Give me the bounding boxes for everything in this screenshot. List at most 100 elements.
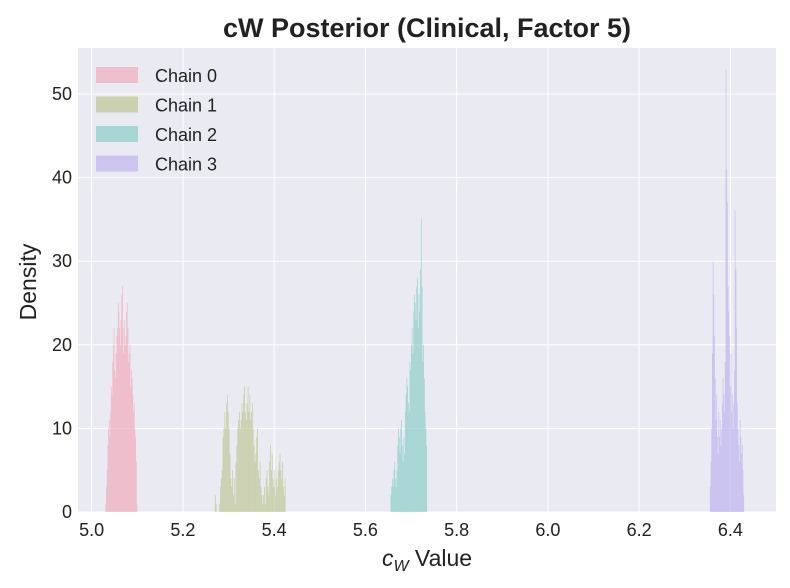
histogram-bar	[121, 294, 123, 512]
histogram-bar	[271, 453, 273, 512]
histogram-bar	[125, 336, 127, 512]
legend-swatch	[96, 126, 138, 142]
histogram-bar	[268, 495, 270, 512]
series-chain-3	[709, 68, 745, 512]
histogram-bar	[226, 394, 228, 512]
x-tick-label: 5.4	[262, 520, 287, 540]
histogram-bar	[108, 428, 109, 512]
histogram-bar	[741, 453, 743, 512]
histogram-bar	[276, 478, 277, 512]
histogram-bar	[225, 428, 227, 512]
histogram-bar	[405, 394, 407, 512]
histogram-bar	[739, 461, 740, 512]
histogram-bar	[129, 344, 131, 512]
histogram-bar	[105, 503, 107, 512]
histogram-bar	[115, 353, 117, 512]
histogram-bar	[399, 453, 401, 512]
histogram-bar	[716, 394, 718, 512]
x-axis-ticks: 5.0 5.2 5.4 5.6 5.8 6.0 6.2 6.4	[79, 520, 743, 540]
histogram-bar	[257, 428, 258, 512]
histogram-bar	[270, 470, 272, 512]
histogram-bar	[117, 302, 119, 512]
histogram-bar	[394, 461, 396, 512]
histogram-bar	[280, 470, 282, 512]
histogram-bar	[264, 486, 265, 512]
histogram-bar	[267, 486, 269, 512]
histogram-bar	[250, 420, 252, 512]
histogram-bar	[737, 428, 739, 512]
histogram-bar	[726, 169, 728, 512]
histogram-bar	[256, 436, 258, 512]
x-axis-label-symbol: c	[382, 545, 394, 571]
histogram-bar	[715, 420, 717, 512]
histogram-bar	[395, 478, 396, 512]
histogram-bar	[414, 302, 416, 512]
histogram-bar	[402, 461, 404, 512]
histogram-bar	[734, 211, 736, 512]
histogram-bar	[721, 403, 723, 512]
histogram-bar	[226, 403, 227, 512]
histogram-bar	[742, 470, 744, 512]
histogram-bar	[253, 445, 255, 512]
histogram-bar	[106, 486, 107, 512]
histogram-bar	[721, 428, 723, 512]
histogram-bar	[244, 386, 246, 512]
histogram-bar	[108, 420, 110, 512]
histogram-bar	[214, 495, 216, 512]
histogram-bar	[232, 495, 234, 512]
histogram-bar	[117, 328, 118, 512]
y-axis-ticks: 0 10 20 30 40 50	[52, 84, 72, 522]
histogram-bar	[223, 428, 225, 512]
histogram-bar	[401, 420, 402, 512]
histogram-bar	[232, 470, 233, 512]
histogram-bar	[131, 378, 133, 512]
histogram-bar	[118, 311, 120, 512]
histogram-bar	[230, 478, 232, 512]
histogram-bar	[126, 311, 127, 512]
histogram-bar	[409, 361, 411, 512]
histogram-bar	[261, 495, 263, 512]
histogram-bar	[392, 486, 394, 512]
histogram-bar	[720, 445, 722, 512]
histogram-bar	[408, 411, 410, 512]
histogram-bar	[728, 311, 730, 512]
x-axis-label-subscript: W	[393, 558, 410, 575]
histogram-bar	[119, 344, 121, 512]
histogram-bar	[740, 436, 742, 512]
histogram-bar	[284, 478, 286, 512]
histogram-bar	[735, 269, 737, 512]
histogram-bar	[724, 361, 726, 512]
histogram-bar	[274, 470, 276, 512]
histogram-bar	[110, 386, 112, 512]
x-tick-label: 5.2	[170, 520, 195, 540]
histogram-bar	[263, 495, 265, 512]
histogram-bar	[732, 428, 734, 512]
histogram-bar	[738, 445, 740, 512]
y-axis-label: Density	[15, 243, 41, 320]
histogram-bar	[127, 328, 129, 512]
histogram-bar	[240, 420, 242, 512]
histogram-bar	[112, 361, 114, 512]
histogram-bar	[220, 486, 221, 512]
histogram-bar	[222, 436, 224, 512]
histogram-bar	[239, 428, 241, 512]
legend-swatch	[96, 96, 138, 113]
histogram-bar	[401, 445, 403, 512]
y-tick-label: 10	[52, 418, 72, 438]
histogram-bar	[423, 378, 425, 512]
histogram-bar	[258, 478, 260, 512]
grid	[78, 48, 776, 513]
histogram-bar	[113, 344, 114, 512]
histogram-bar	[245, 411, 246, 512]
series-chain-2	[390, 219, 428, 512]
histogram-bar	[410, 369, 412, 512]
plot-area	[78, 48, 776, 512]
x-tick-label: 6.4	[718, 520, 743, 540]
histogram-bar	[134, 428, 136, 512]
histogram-bar	[422, 361, 424, 512]
y-tick-label: 30	[52, 251, 72, 271]
histogram-bar	[392, 478, 393, 512]
histogram-bar	[398, 428, 399, 512]
histogram-bar	[120, 319, 122, 512]
histogram-bar	[119, 328, 121, 512]
